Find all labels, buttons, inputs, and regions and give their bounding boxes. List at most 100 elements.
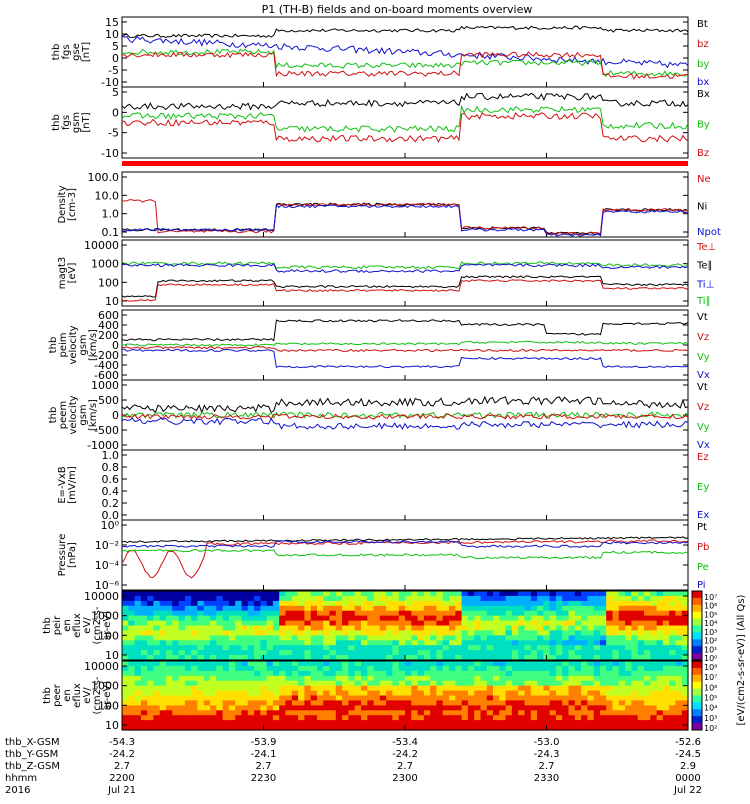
spectrogram-cell <box>430 665 438 672</box>
spectrogram-cell <box>386 725 393 731</box>
spectrogram-cell <box>348 595 356 602</box>
spectrogram-cell <box>606 650 614 656</box>
spectrogram-cell <box>128 690 136 697</box>
spectrogram-cell <box>184 675 192 682</box>
spectrogram-cell <box>530 725 538 731</box>
spectrogram-cell <box>379 695 387 701</box>
spectrogram-cell <box>606 680 614 687</box>
spectrogram-cell <box>681 620 689 627</box>
spectrogram-cell <box>317 695 324 701</box>
colorbar-tick-label: 10⁰ <box>704 654 717 663</box>
spectrogram-cell <box>430 661 438 667</box>
spectrogram-cell <box>524 665 532 672</box>
spectrogram-cell <box>461 610 469 617</box>
spectrogram-cell <box>222 695 230 701</box>
spectrogram-cell <box>600 600 607 607</box>
spectrogram-cell <box>618 630 626 636</box>
spectrogram-cell <box>612 685 620 692</box>
spectrogram-cell <box>122 600 129 607</box>
spectrogram-cell <box>159 661 167 667</box>
spectrogram-cell <box>398 710 406 716</box>
spectrogram-cell <box>631 605 639 612</box>
spectrogram-cell <box>625 620 632 627</box>
spectrogram-cell <box>361 705 368 711</box>
spectrogram-cell <box>656 655 664 661</box>
spectrogram-cell <box>222 710 230 716</box>
spectrogram-cell <box>266 705 274 711</box>
y-axis-label: velocity <box>68 395 79 434</box>
spectrogram-cell <box>675 645 683 651</box>
spectrogram-cell <box>235 670 243 677</box>
spectrogram-cell <box>373 635 381 641</box>
y-tick-label: 10 <box>105 719 119 732</box>
spectrogram-cell <box>618 655 626 661</box>
spectrogram-cell <box>329 685 337 692</box>
spectrogram-cell <box>518 620 526 627</box>
spectrogram-cell <box>486 710 494 716</box>
spectrogram-cell <box>247 695 255 701</box>
spectrogram-cell <box>461 645 469 651</box>
spectrogram-cell <box>379 700 387 706</box>
colorbar-tick-label: 10⁵ <box>704 694 717 703</box>
spectrogram-cell <box>323 650 331 656</box>
spectrogram-cell <box>235 620 243 627</box>
spectrogram-cell <box>430 690 438 697</box>
spectrogram-cell <box>662 645 670 651</box>
legend-label: Ti⊥ <box>696 279 714 290</box>
spectrogram-cell <box>373 705 381 711</box>
spectrogram-cell <box>524 690 532 697</box>
spectrogram-cell <box>178 680 186 687</box>
spectrogram-cell <box>222 610 230 617</box>
spectrogram-cell <box>405 655 412 661</box>
spectrogram-cell <box>656 640 664 646</box>
spectrogram-cell <box>210 591 217 597</box>
spectrogram-cell <box>335 630 343 636</box>
axis-row-value: 2300 <box>392 773 417 784</box>
spectrogram-cell <box>354 650 362 656</box>
spectrogram-cell <box>317 675 324 682</box>
spectrogram-cell <box>134 620 142 627</box>
spectrogram-cell <box>442 675 450 682</box>
spectrogram-cell <box>625 670 632 677</box>
spectrogram-cell <box>505 640 513 646</box>
y-tick-label: 1.0 <box>102 449 120 462</box>
spectrogram-cell <box>681 650 689 656</box>
spectrogram-cell <box>348 610 356 617</box>
spectrogram-cell <box>386 605 393 612</box>
spectrogram-cell <box>254 710 261 716</box>
spectrogram-cell <box>241 625 249 631</box>
spectrogram-cell <box>499 625 507 631</box>
spectrogram-cell <box>436 635 444 641</box>
spectrogram-cell <box>524 695 532 701</box>
spectrogram-cell <box>361 620 368 627</box>
spectrogram-cell <box>361 695 368 701</box>
spectrogram-cell <box>650 591 658 597</box>
spectrogram-cell <box>260 695 268 701</box>
spectrogram-cell <box>203 615 211 622</box>
spectrogram-cell <box>354 591 362 597</box>
spectrogram-cell <box>587 680 595 687</box>
spectrogram-cell <box>166 665 173 672</box>
spectrogram-cell <box>260 665 268 672</box>
spectrogram-cell <box>298 710 305 716</box>
spectrogram-cell <box>304 695 312 701</box>
spectrogram-cell <box>172 650 180 656</box>
spectrogram-cell <box>216 690 224 697</box>
spectrogram-cell <box>134 670 142 677</box>
spectrogram-cell <box>266 715 274 721</box>
spectrogram-cell <box>505 720 513 726</box>
spectrogram-cell <box>147 655 155 661</box>
y-tick-label: 1000 <box>91 680 119 693</box>
spectrogram-cell <box>210 595 217 602</box>
colorbar-tick-label: 10¹ <box>704 645 717 654</box>
spectrogram-cell <box>310 715 318 721</box>
spectrogram-cell <box>260 650 268 656</box>
spectrogram-cell <box>493 600 500 607</box>
spectrogram-cell <box>511 635 519 641</box>
spectrogram-cell <box>442 725 450 731</box>
spectrogram-cell <box>128 595 136 602</box>
y-axis-label: thb <box>42 687 53 704</box>
spectrogram-cell <box>197 610 205 617</box>
spectrogram-cell <box>323 675 331 682</box>
spectrogram-cell <box>593 665 601 672</box>
